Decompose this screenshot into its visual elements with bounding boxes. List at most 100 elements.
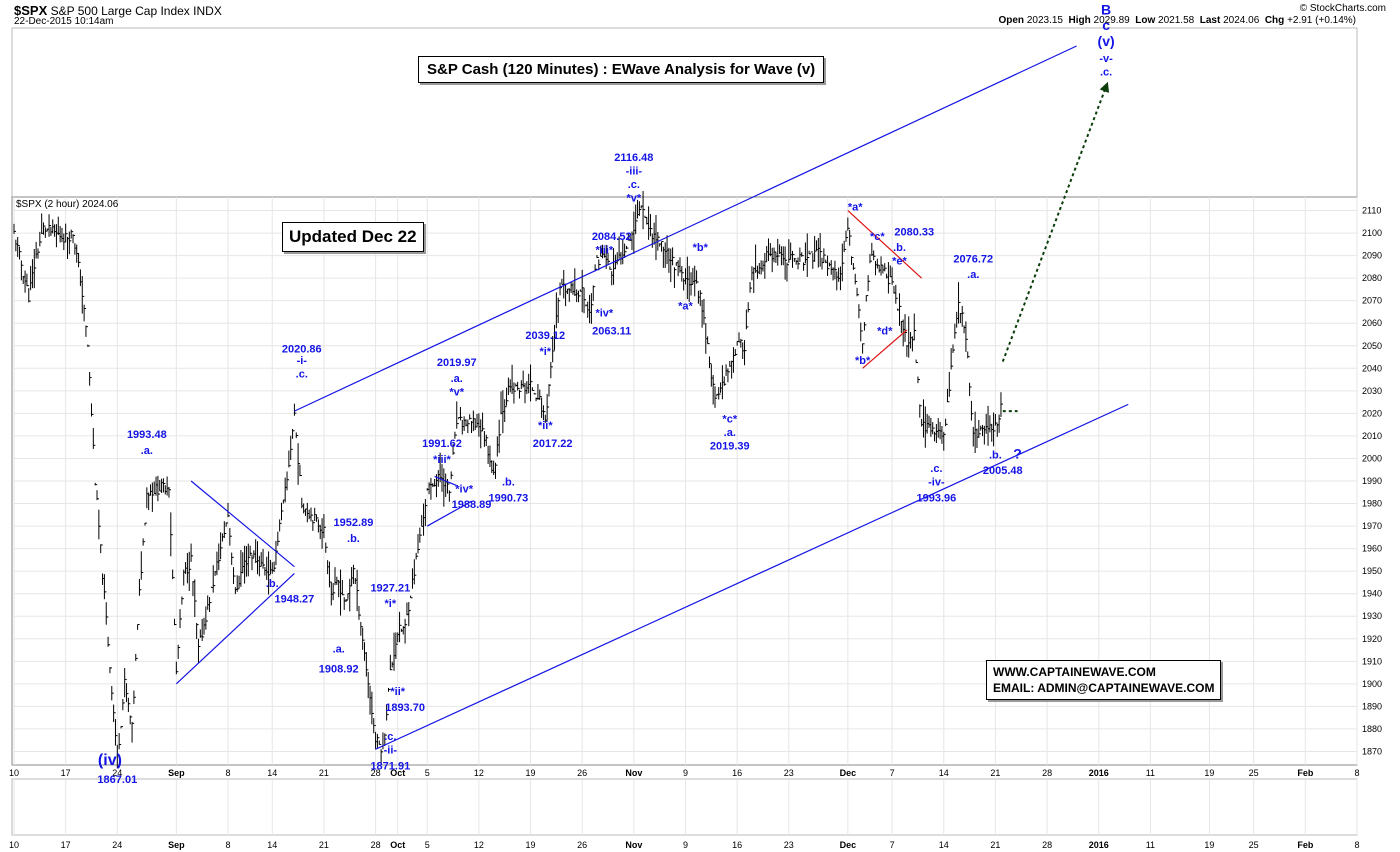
wave-label: 1893.70 — [385, 702, 425, 714]
red-trend-line — [862, 329, 908, 369]
wave-label: 1991.62 — [422, 438, 462, 450]
blue-trend-line — [426, 500, 472, 527]
wave-label: -i- — [297, 355, 308, 367]
wave-label: .c. — [384, 731, 396, 743]
wave-label: -iv- — [928, 477, 945, 489]
x-tick-label-lower: 21 — [319, 840, 329, 850]
wave-label: *v* — [627, 193, 642, 205]
wave-label: 2005.48 — [983, 465, 1023, 477]
x-tick-label: 8 — [1354, 768, 1359, 778]
x-tick-label-lower: 5 — [425, 840, 430, 850]
wave-label: 1908.92 — [319, 664, 359, 676]
x-tick-label-lower: 11 — [1146, 840, 1155, 850]
x-tick-label-lower: 21 — [990, 840, 1000, 850]
updated-box: Updated Dec 22 — [282, 222, 424, 252]
green-trend-line — [1001, 81, 1110, 362]
x-tick-label-lower: Oct — [390, 840, 405, 850]
y-tick-label: 2040 — [1362, 363, 1382, 373]
red-trend-line — [847, 210, 923, 279]
wave-label: 1988.89 — [452, 499, 492, 511]
x-tick-label: 11 — [1146, 768, 1155, 778]
wave-label: *ii* — [538, 420, 553, 432]
y-tick-label: 2100 — [1362, 228, 1382, 238]
blue-trend-line — [190, 480, 295, 568]
x-tick-label: 19 — [1204, 768, 1214, 778]
wave-label: .b. — [893, 242, 906, 254]
wave-label: .b. — [266, 578, 279, 590]
x-tick-label: 8 — [225, 768, 230, 778]
wave-label: 1993.96 — [917, 492, 957, 504]
y-tick-label: 1940 — [1362, 589, 1382, 599]
wave-label: *i* — [385, 598, 397, 610]
wave-label: *iv* — [595, 307, 613, 319]
x-tick-label-lower: Sep — [168, 840, 185, 850]
wave-label: *iii* — [433, 454, 451, 466]
wave-label: *iv* — [455, 483, 473, 495]
chart-date: 22-Dec-2015 10:14am — [14, 16, 114, 27]
series-legend: $SPX (2 hour) 2024.06 — [16, 199, 119, 210]
wave-label: *b* — [693, 242, 709, 254]
wave-label: .c. — [296, 368, 308, 380]
ohlc-readout: Open 2023.15 High 2029.89 Low 2021.58 La… — [998, 15, 1356, 26]
x-tick-label-lower: 17 — [61, 840, 71, 850]
wave-label: 2019.97 — [437, 357, 477, 369]
y-tick-label: 2070 — [1362, 296, 1382, 306]
wave-label: *d* — [877, 325, 893, 337]
y-tick-label: 1880 — [1362, 724, 1382, 734]
wave-label: .b. — [989, 449, 1002, 461]
wave-annotations: 2020.86-i-.c.1993.48.a..b.1948.27(iv)186… — [97, 1, 1114, 786]
wave-label: 1948.27 — [275, 594, 315, 606]
axes: 2110210020902080207020602050204020302020… — [9, 206, 1382, 850]
x-tick-label-lower: 26 — [577, 840, 587, 850]
wave-label: .a. — [451, 373, 463, 385]
contact-email: EMAIL: ADMIN@CAPTAINEWAVE.COM — [993, 681, 1215, 695]
x-tick-label: 14 — [939, 768, 949, 778]
x-tick-label-lower: 24 — [112, 840, 122, 850]
wave-label: *iii* — [595, 244, 613, 256]
wave-label: 1990.73 — [489, 492, 529, 504]
y-tick-label: 1980 — [1362, 499, 1382, 509]
x-tick-label-lower: 9 — [683, 840, 688, 850]
x-tick-label-lower: 25 — [1249, 840, 1259, 850]
x-tick-label: 12 — [474, 768, 484, 778]
x-tick-label: 28 — [1042, 768, 1052, 778]
wave-label: -iii- — [626, 165, 643, 177]
grid — [13, 197, 1358, 835]
wave-label: 2080.33 — [894, 226, 934, 238]
wave-label: 2084.52 — [592, 231, 632, 243]
chart-header-left: $SPX S&P 500 Large Cap Index INDX — [14, 3, 222, 18]
x-tick-label: 17 — [61, 768, 71, 778]
y-tick-label: 2050 — [1362, 341, 1382, 351]
wave-label: 1952.89 — [334, 517, 374, 529]
wave-label: 2020.86 — [282, 344, 322, 356]
blue-trend-line — [175, 572, 295, 685]
x-tick-label-lower: 2016 — [1089, 840, 1109, 850]
x-tick-label-lower: 19 — [1204, 840, 1214, 850]
wave-label: .c. — [930, 463, 942, 475]
x-tick-label-lower: 16 — [732, 840, 742, 850]
wave-label: 1871.91 — [370, 761, 410, 773]
y-tick-label: 1920 — [1362, 634, 1382, 644]
x-tick-label: 7 — [890, 768, 895, 778]
price-bars — [13, 190, 1003, 769]
x-tick-label: 24 — [112, 768, 122, 778]
x-tick-label: 16 — [732, 768, 742, 778]
y-tick-label: 2030 — [1362, 386, 1382, 396]
wave-label: (iv) — [98, 752, 122, 769]
exchange: INDX — [193, 4, 222, 18]
y-tick-label: 1870 — [1362, 746, 1382, 756]
wave-label: 1867.01 — [97, 774, 137, 786]
x-tick-label: 26 — [577, 768, 587, 778]
y-tick-label: 1970 — [1362, 521, 1382, 531]
y-tick-label: 2080 — [1362, 273, 1382, 283]
x-tick-label-lower: 8 — [1354, 840, 1359, 850]
x-tick-label: 25 — [1249, 768, 1259, 778]
x-tick-label: Oct — [390, 768, 405, 778]
wave-label: *i* — [539, 346, 551, 358]
x-tick-label: 9 — [683, 768, 688, 778]
contact-box: WWW.CAPTAINEWAVE.COM EMAIL: ADMIN@CAPTAI… — [986, 660, 1222, 700]
wave-label: *ii* — [390, 686, 405, 698]
wave-label: *e* — [892, 256, 907, 268]
x-tick-label: Feb — [1297, 768, 1314, 778]
wave-label: -v- — [1099, 53, 1113, 65]
